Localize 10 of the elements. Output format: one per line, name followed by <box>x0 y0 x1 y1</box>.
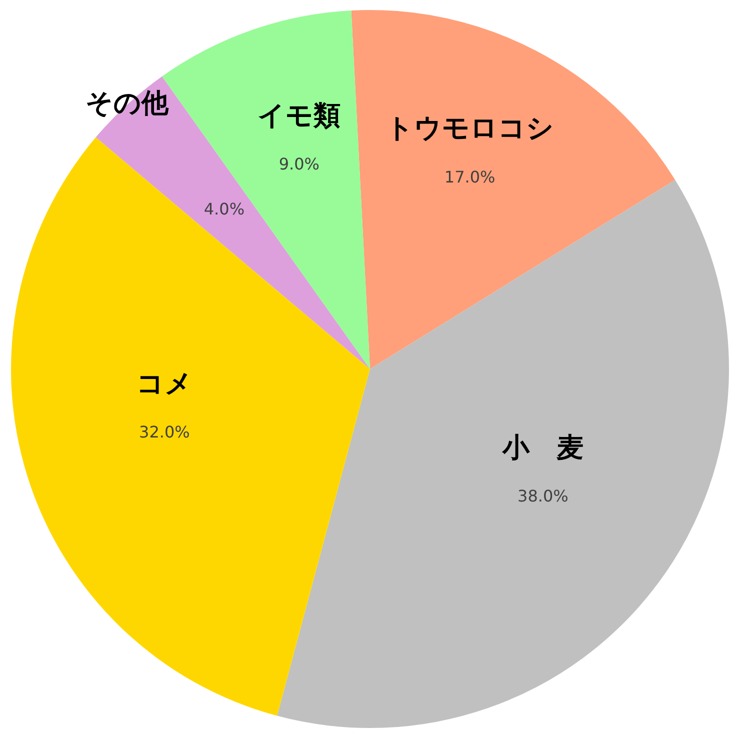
data-label: 4.0% <box>204 200 245 219</box>
data-label: 9.0% <box>278 154 320 174</box>
slice-label: トウモロコシ <box>386 113 554 144</box>
slice-label: その他 <box>86 88 170 119</box>
slice-label: コメ <box>136 368 192 400</box>
slice-label: 小 麦 <box>501 432 584 464</box>
slice-label: イモ類 <box>258 100 341 132</box>
data-label: 17.0% <box>444 167 496 186</box>
data-label: 32.0% <box>139 422 190 442</box>
data-label: 38.0% <box>518 486 568 506</box>
